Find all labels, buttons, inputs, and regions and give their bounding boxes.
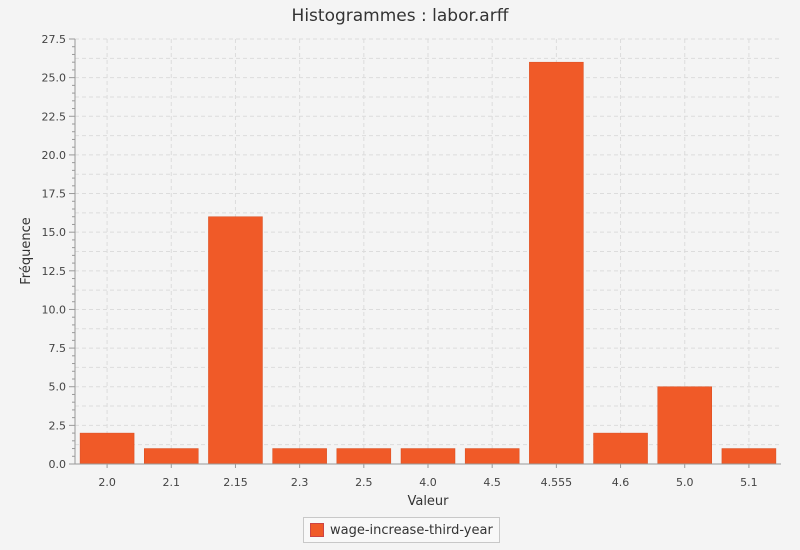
axes	[69, 38, 781, 468]
legend-swatch	[310, 523, 324, 537]
x-tick-label: 2.3	[291, 476, 309, 489]
bars	[79, 61, 777, 465]
x-tick-labels: 2.0 2.1 2.15 2.3 2.5 4.0 4.5 4.555 4.6 5.0 5.1	[98, 476, 757, 489]
bar	[464, 448, 520, 465]
bar	[336, 448, 392, 465]
y-tick-label: 10.0	[42, 303, 67, 316]
bar	[400, 448, 456, 465]
x-tick-label: 4.555	[541, 476, 573, 489]
y-tick-label: 27.5	[42, 33, 67, 46]
y-tick-label: 17.5	[42, 188, 67, 201]
x-tick-label: 4.6	[612, 476, 630, 489]
y-tick-label: 20.0	[42, 149, 67, 162]
bar	[144, 448, 199, 465]
y-tick-label: 7.5	[49, 342, 67, 355]
bar	[593, 432, 648, 465]
bar	[208, 216, 263, 465]
histogram-chart: 0.0 2.5 5.0 7.5 10.0 12.5 15.0 17.5 20.0 22.5 25.0…	[19, 33, 781, 509]
legend: wage-increase-third-year	[303, 517, 500, 543]
y-tick-label: 0.0	[49, 458, 67, 471]
bar	[721, 448, 777, 465]
x-tick-label: 5.0	[676, 476, 694, 489]
x-tick-label: 5.1	[740, 476, 758, 489]
legend-label: wage-increase-third-year	[330, 522, 493, 538]
x-tick-label: 2.1	[163, 476, 181, 489]
y-tick-labels: 0.0 2.5 5.0 7.5 10.0 12.5 15.0 17.5 20.0 22.5 25.0…	[42, 33, 67, 471]
chart-title: Histogrammes : labor.arff	[291, 6, 509, 26]
bar	[529, 61, 584, 465]
bar	[79, 432, 135, 465]
y-tick-label: 22.5	[42, 110, 67, 123]
y-axis-label: Fréquence	[19, 217, 34, 284]
x-tick-label: 2.5	[355, 476, 373, 489]
y-tick-label: 15.0	[42, 226, 67, 239]
x-tick-label: 2.0	[98, 476, 116, 489]
bar	[272, 448, 327, 465]
x-tick-label: 4.0	[419, 476, 437, 489]
x-axis-label: Valeur	[407, 494, 449, 509]
bar	[657, 386, 712, 465]
y-tick-label: 5.0	[49, 381, 67, 394]
y-tick-label: 25.0	[42, 72, 67, 85]
x-tick-label: 4.5	[483, 476, 501, 489]
y-tick-label: 12.5	[42, 265, 67, 278]
x-tick-label: 2.15	[223, 476, 248, 489]
y-tick-label: 2.5	[49, 419, 67, 432]
